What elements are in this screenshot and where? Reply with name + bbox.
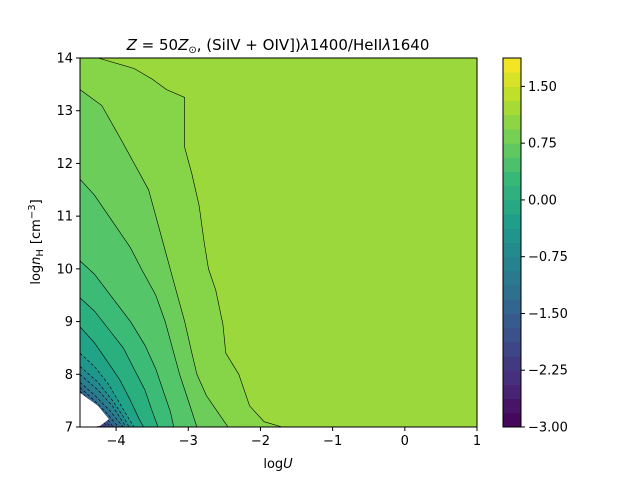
y-tick-label-1: 8 bbox=[65, 368, 73, 383]
colorbar-band-7 bbox=[503, 313, 521, 329]
colorbar-band-21 bbox=[503, 114, 521, 130]
colorbar-tick-label-3: −0.75 bbox=[528, 250, 568, 265]
colorbar-band-0 bbox=[503, 412, 521, 428]
contour-plot-area bbox=[80, 58, 477, 427]
colorbar-band-14 bbox=[503, 214, 521, 229]
colorbar-band-12 bbox=[503, 242, 521, 258]
colorbar-band-17 bbox=[503, 171, 521, 187]
colorbar-tick-label-4: 0.00 bbox=[528, 193, 557, 208]
y-tick-label-0: 7 bbox=[65, 421, 73, 436]
y-tick-label-3: 10 bbox=[56, 262, 73, 277]
colorbar-band-13 bbox=[503, 228, 521, 243]
contour-line-9 bbox=[80, 381, 124, 427]
plot-frame bbox=[79, 57, 478, 428]
colorbar-frame bbox=[502, 57, 522, 428]
colorbar-band-9 bbox=[503, 285, 521, 300]
contour-line-5 bbox=[80, 326, 144, 427]
y-axis-label: lognH[cm−3] bbox=[27, 199, 46, 284]
contour-lines bbox=[80, 58, 283, 427]
y-tick-label-2: 9 bbox=[65, 315, 73, 330]
colorbar-band-10 bbox=[503, 270, 521, 286]
colorbar-band-4 bbox=[503, 356, 521, 371]
colorbar bbox=[503, 58, 521, 428]
colorbar-band-15 bbox=[503, 199, 521, 215]
x-tick-label-2: −2 bbox=[251, 434, 270, 449]
x-tick-label-3: −1 bbox=[323, 434, 342, 449]
colorbar-band-19 bbox=[503, 143, 521, 158]
colorbar-band-25 bbox=[503, 58, 521, 73]
colorbar-ticks: −3.00 −2.25 −1.50 −0.75 0.00 0.75 1.50 bbox=[521, 80, 568, 436]
contour-line-3 bbox=[80, 260, 175, 427]
x-tick-label-4: 0 bbox=[401, 434, 409, 449]
colorbar-tick-label-1: −2.25 bbox=[528, 364, 568, 379]
colorbar-band-16 bbox=[503, 185, 521, 201]
colorbar-tick-label-2: −1.50 bbox=[528, 307, 568, 322]
colorbar-band-23 bbox=[503, 86, 521, 102]
y-tick-label-7: 14 bbox=[56, 52, 73, 67]
undefined-region bbox=[80, 392, 109, 427]
colorbar-band-3 bbox=[503, 370, 521, 385]
x-axis-label: logU bbox=[263, 457, 293, 472]
contour-line-10 bbox=[80, 387, 120, 427]
contour-line-0 bbox=[80, 58, 283, 427]
colorbar-band-18 bbox=[503, 157, 521, 173]
contour-line-8 bbox=[80, 374, 127, 427]
contour-line-6 bbox=[80, 352, 135, 427]
colorbar-band-24 bbox=[503, 72, 521, 87]
colorbar-band-8 bbox=[503, 299, 521, 314]
colorbar-tick-label-0: −3.00 bbox=[528, 421, 568, 436]
contour-line-1 bbox=[80, 89, 229, 427]
colorbar-band-2 bbox=[503, 384, 521, 400]
colorbar-band-1 bbox=[503, 398, 521, 414]
colorbar-band-22 bbox=[503, 100, 521, 116]
x-tick-label-5: 1 bbox=[473, 434, 481, 449]
x-tick-label-1: −3 bbox=[179, 434, 198, 449]
y-tick-label-6: 13 bbox=[56, 104, 73, 119]
x-tick-label-0: −4 bbox=[107, 434, 126, 449]
colorbar-tick-label-6: 1.50 bbox=[528, 80, 557, 95]
contour-line-7 bbox=[80, 366, 130, 427]
contour-line-4 bbox=[80, 297, 159, 427]
colorbar-band-5 bbox=[503, 341, 521, 357]
contour-line-2 bbox=[80, 178, 198, 427]
colorbar-band-6 bbox=[503, 327, 521, 343]
x-axis-ticks: −4 −3 −2 −1 0 1 bbox=[107, 427, 481, 449]
y-tick-label-4: 11 bbox=[56, 210, 73, 225]
colorbar-band-20 bbox=[503, 128, 521, 144]
y-tick-label-5: 12 bbox=[56, 157, 73, 172]
chart-title: Z = 50Z⊙, (SiIV + OIV])λ1400/HeIIλ1640 bbox=[126, 36, 430, 56]
colorbar-tick-label-5: 0.75 bbox=[528, 137, 557, 152]
colorbar-band-11 bbox=[503, 256, 521, 272]
y-axis-ticks: 7 8 9 10 11 12 13 14 bbox=[56, 52, 80, 436]
